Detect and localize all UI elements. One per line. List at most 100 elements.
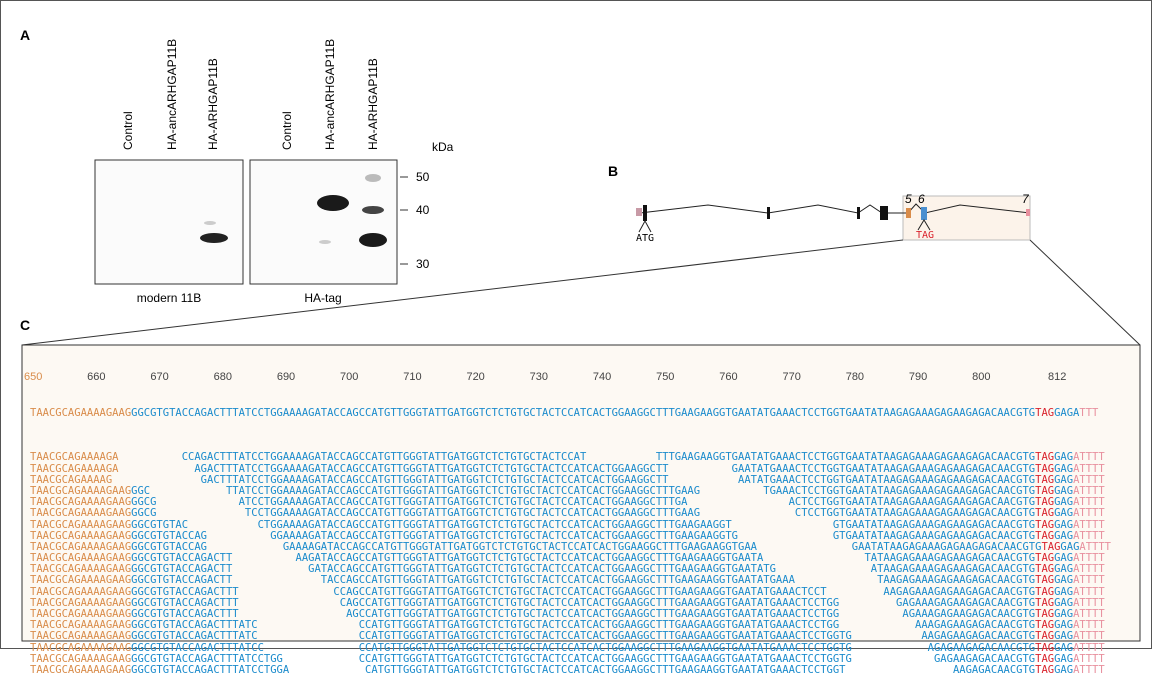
sequence-segment: GAG bbox=[1054, 653, 1073, 665]
band bbox=[365, 174, 381, 182]
sequence-segment: GGCGTGTACCAGACTTTATCC CCATGTTGGGTATTGATG… bbox=[131, 642, 1035, 654]
sequence-segment: GGCGTGTACCAGACTT TACCAGCCATGTTGGGTATTGAT… bbox=[131, 574, 1035, 586]
unit-label: kDa bbox=[432, 140, 454, 154]
sequence-segment: ATTTT bbox=[1073, 451, 1105, 463]
utr bbox=[636, 208, 642, 216]
sequence-segment: ATTTT bbox=[1079, 541, 1111, 553]
sequence-segment: TAG bbox=[1035, 507, 1054, 519]
sequence-segment: GGCGTGTACCAGACTTTATCCTGGA CATGTTGGGTATTG… bbox=[131, 664, 1035, 676]
position-label: 690 bbox=[277, 372, 295, 383]
exon-label: 5 bbox=[905, 192, 912, 206]
sequence-segment: ATTTT bbox=[1073, 619, 1105, 631]
sequence-segment: ATTTT bbox=[1073, 653, 1105, 665]
sequence-segment: GGCGTGTACCAGACTTTATC CCATGTTGGGTATTGATGG… bbox=[131, 630, 1035, 642]
sequence-segment: TAG bbox=[1035, 664, 1054, 676]
exon bbox=[906, 208, 911, 218]
sequence-segment: TAG bbox=[1035, 619, 1054, 631]
position-label: 780 bbox=[846, 372, 864, 383]
sequence-segment: GGCGTGTACCAG GGAAAAGATACCAGCCATGTTGGGTAT… bbox=[131, 530, 1035, 542]
sequence-segment: GGCGTGTACCAGACTT GATACCAGCCATGTTGGGTATTG… bbox=[131, 563, 1035, 575]
marker-label: 30 bbox=[416, 257, 430, 271]
position-label: 770 bbox=[782, 372, 800, 383]
sequence-segment: TTT bbox=[1079, 407, 1098, 419]
sequence-segment: GACTTTATCCTGGAAAAGATACCAGCCATGTTGGGTATTG… bbox=[131, 474, 1035, 486]
position-label: 680 bbox=[214, 372, 232, 383]
sequence-segment: GAG bbox=[1054, 597, 1073, 609]
sequence-segment: GAG bbox=[1054, 630, 1073, 642]
marker-label: 40 bbox=[416, 203, 430, 217]
position-label: 660 bbox=[87, 372, 105, 383]
sequence-segment: ATTTT bbox=[1073, 563, 1105, 575]
sequence-segment: ATTTT bbox=[1073, 519, 1105, 531]
sequence-segment: TAG bbox=[1035, 407, 1054, 419]
position-label: 710 bbox=[403, 372, 421, 383]
sequence-segment: GAG bbox=[1054, 496, 1073, 508]
position-label: 740 bbox=[593, 372, 611, 383]
sequence-segment: ATTTT bbox=[1073, 664, 1105, 676]
exon bbox=[921, 207, 927, 220]
sequence-segment: TAG bbox=[1035, 586, 1054, 598]
sequence-segment: GAGA bbox=[1054, 407, 1079, 419]
sequence-segment: ATTTT bbox=[1073, 474, 1105, 486]
stop-codon: TAG bbox=[916, 230, 934, 241]
read-row: TAACGCAGAAAAGAAGGGCGTGTACCAGACTTTATCCTGG… bbox=[30, 665, 1111, 676]
sequence-segment: ATTTT bbox=[1073, 530, 1105, 542]
sequence-segment: GAG bbox=[1054, 586, 1073, 598]
sequence-segment: GGCGTGTACCAGACTT AAGATACCAGCCATGTTGGGTAT… bbox=[131, 552, 1035, 564]
position-label: 720 bbox=[466, 372, 484, 383]
position-label: 800 bbox=[972, 372, 990, 383]
sequence-segment: TAACGCAGAAAAGAAG bbox=[30, 665, 131, 676]
sequence-segment: TAACGCAGAAAAGAAG bbox=[30, 508, 131, 519]
sequence-segment: TAG bbox=[1035, 574, 1054, 586]
sequence-segment: TAACGCAGAAAAGAAG bbox=[30, 654, 131, 665]
position-label: 730 bbox=[530, 372, 548, 383]
sequence-segment: TAG bbox=[1041, 541, 1060, 553]
sequence-segment: GAG bbox=[1054, 642, 1073, 654]
exon-label: 6 bbox=[918, 192, 925, 206]
sequence-segment: TAG bbox=[1035, 552, 1054, 564]
sequence-segment: GGCGTGTACCAGACTTT CCAGCCATGTTGGGTATTGATG… bbox=[131, 586, 1035, 598]
sequence-segment: TAG bbox=[1035, 485, 1054, 497]
lane-label: HA-ancARHGAP11B bbox=[323, 39, 337, 150]
marker-label: 50 bbox=[416, 170, 430, 184]
band bbox=[204, 221, 216, 225]
sequence-segment: GAG bbox=[1054, 507, 1073, 519]
lane-label: HA-ancARHGAP11B bbox=[165, 39, 179, 150]
position-label: 650 bbox=[24, 372, 42, 383]
lane-label: HA-ARHGAP11B bbox=[366, 58, 380, 150]
blot-membrane bbox=[95, 160, 243, 284]
blot-caption: HA-tag bbox=[304, 291, 341, 305]
sequence-segment: TAG bbox=[1035, 474, 1054, 486]
sequence-segment: GAG bbox=[1054, 608, 1073, 620]
sequence-segment: ATTTT bbox=[1073, 496, 1105, 508]
sequence-segment: TAG bbox=[1035, 496, 1054, 508]
position-label: 790 bbox=[909, 372, 927, 383]
exon bbox=[1026, 209, 1030, 216]
sequence-segment: GGCGTGTACCAGACTTTATCCTGG CCATGTTGGGTATTG… bbox=[131, 653, 1035, 665]
zoom-line bbox=[1030, 240, 1140, 345]
sequence-segment: TAG bbox=[1035, 463, 1054, 475]
sequence-segment: GAG bbox=[1054, 451, 1073, 463]
lane-labels: Control HA-ancARHGAP11B HA-ARHGAP11B Con… bbox=[121, 39, 380, 150]
sequence-segment: TAACGCAGAAAAGAAG bbox=[30, 575, 131, 586]
sequence-segment: TAACGCAGAAAAGA bbox=[30, 452, 131, 463]
position-label: 670 bbox=[150, 372, 168, 383]
sequence-segment: TAACGCAGAAAAGAAG bbox=[30, 408, 131, 419]
position-label: 750 bbox=[656, 372, 674, 383]
exon bbox=[880, 206, 888, 220]
sequence-segment: ATTTT bbox=[1073, 574, 1105, 586]
blot-caption: modern 11B bbox=[137, 291, 201, 305]
position-label: 700 bbox=[340, 372, 358, 383]
sequence-segment: GAG bbox=[1054, 474, 1073, 486]
sequence-segment: ATTTT bbox=[1073, 552, 1105, 564]
sequence-segment: GAG bbox=[1060, 541, 1079, 553]
panel-label: B bbox=[608, 163, 618, 179]
sequence-segment: GGCGTGTACCAGACTTT CAGCCATGTTGGGTATTGATGG… bbox=[131, 597, 1035, 609]
sequence-segment: GGCGTGTACCAGACTTTATC CCATGTTGGGTATTGATGG… bbox=[131, 619, 1035, 631]
sequence-segment: GGCG ATCCTGGAAAAGATACCAGCCATGTTGGGTATTGA… bbox=[131, 496, 1035, 508]
lane-label: Control bbox=[121, 111, 135, 150]
exon bbox=[643, 205, 647, 221]
band bbox=[362, 206, 384, 214]
position-label: 760 bbox=[719, 372, 737, 383]
